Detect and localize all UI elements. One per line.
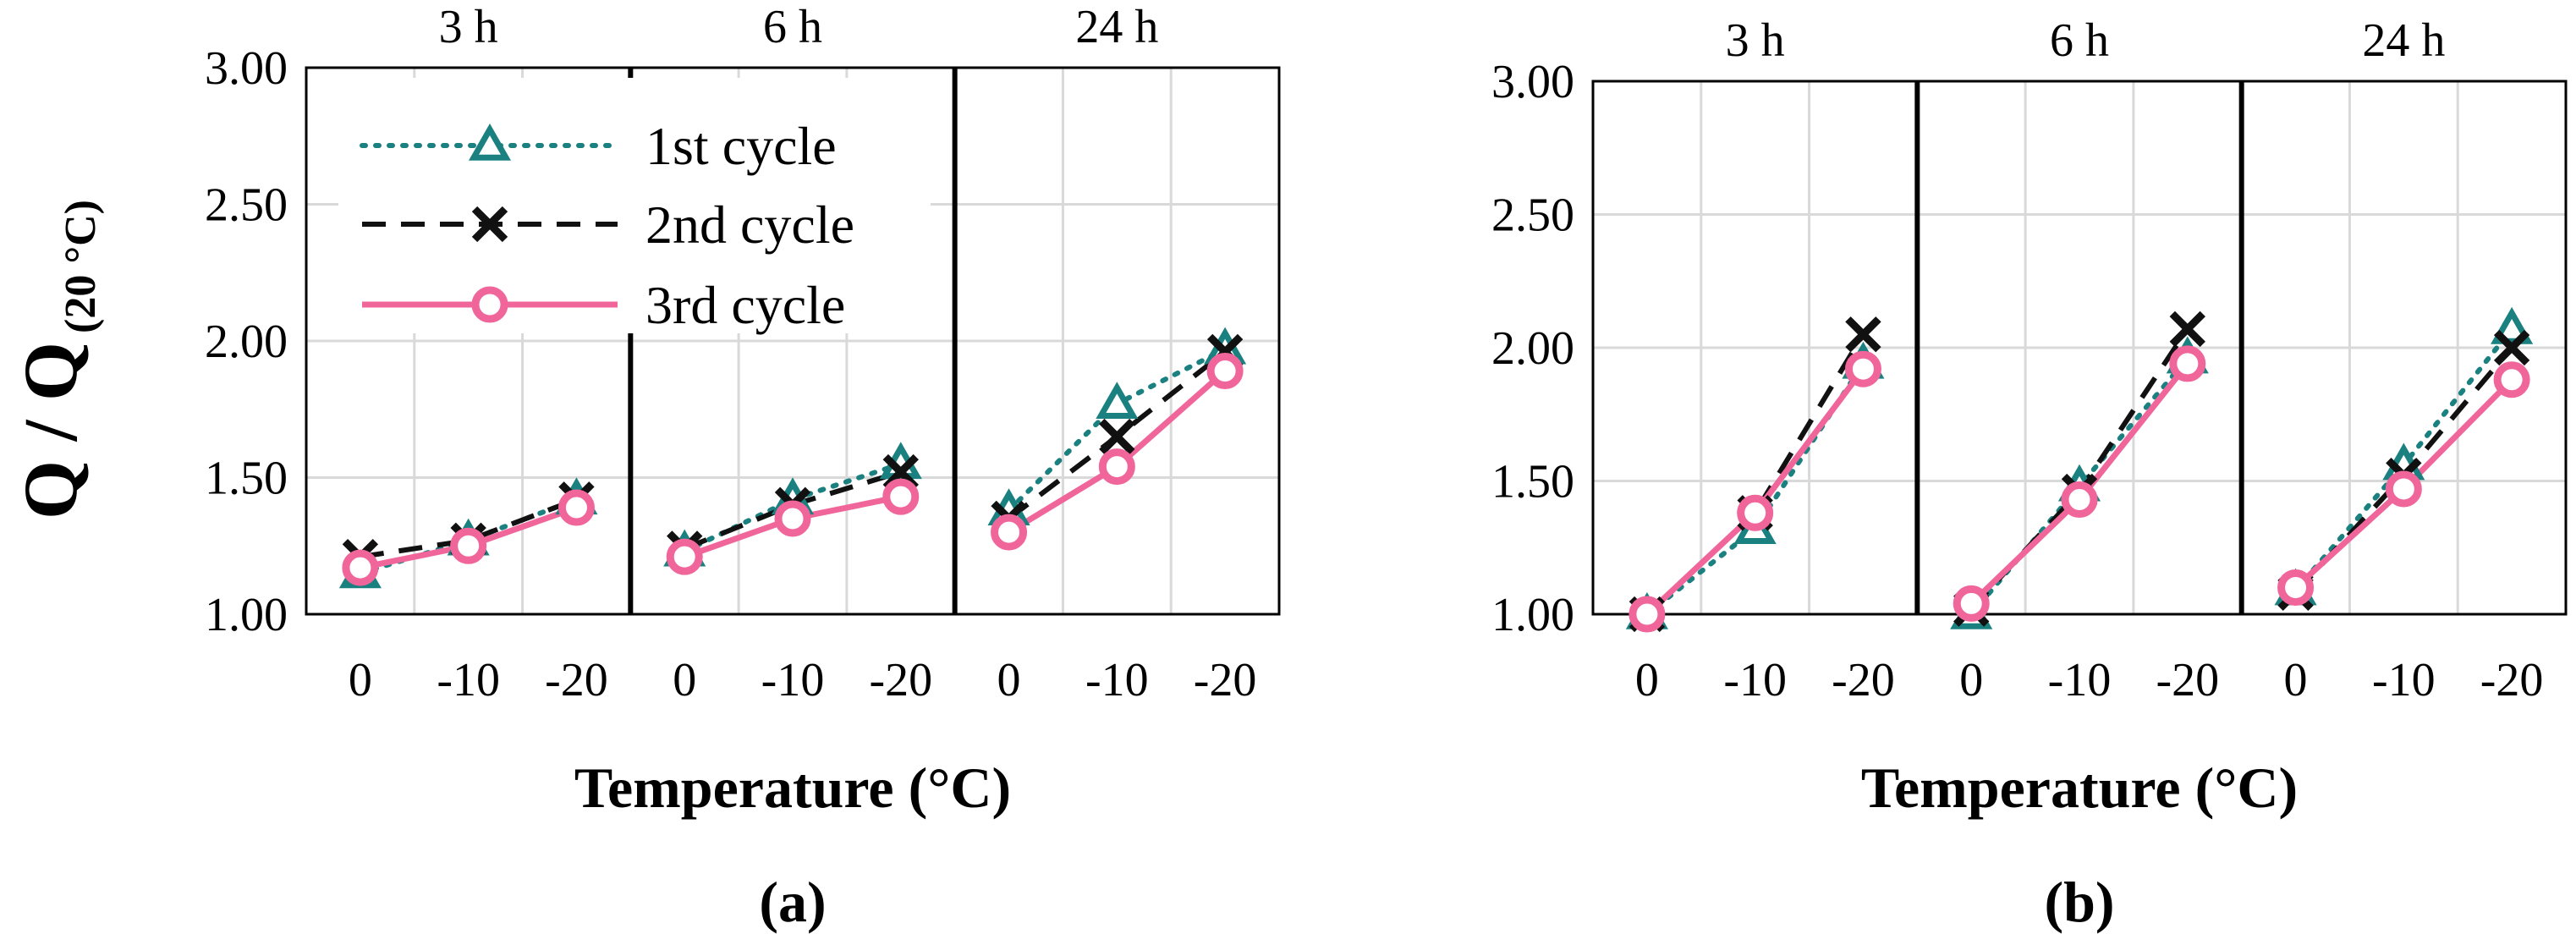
x-tick-label: -10 (761, 654, 825, 706)
plot-frame (305, 66, 1281, 616)
legend-marker-cycle1 (468, 123, 512, 161)
point-cycle3 (1737, 494, 1774, 531)
point-cycle3 (2061, 481, 2098, 519)
point-cycle3 (991, 514, 1028, 551)
series-cycle1-panel-2 (1006, 346, 1228, 514)
point-cycle1 (1096, 382, 1139, 420)
x-tick-label: 0 (1635, 654, 1659, 706)
point-cycle3 (342, 549, 379, 586)
x-tick-label: -20 (2480, 654, 2544, 706)
point-cycle3 (1206, 353, 1244, 390)
panel-header: 6 h (763, 1, 822, 53)
panel-caption: (a) (759, 870, 826, 934)
x-tick-label: 0 (673, 654, 696, 706)
point-cycle3 (1844, 350, 1881, 387)
panel-caption: (b) (2044, 870, 2114, 934)
point-cycle3 (1629, 596, 1666, 633)
point-cycle2 (1845, 316, 1881, 353)
point-cycle3 (557, 489, 595, 526)
x-axis-title: Temperature (°C) (1861, 755, 2298, 820)
legend-entry-cycle2: 2nd cycle (362, 195, 854, 255)
legend-marker-cycle2 (471, 206, 508, 243)
legend-label-cycle1: 1st cycle (645, 116, 837, 176)
point-cycle3 (666, 538, 703, 575)
chart-b: 1.00 1.50 2.00 2.50 3.00 3 h 0 -10 -20 6 h 0 -10 -20… (1491, 14, 2568, 934)
y-axis-label-main: Q / Q (9, 342, 93, 519)
panel-header: 24 h (2362, 14, 2445, 67)
legend-marker-cycle3 (471, 286, 508, 323)
y-tick-label: 2.50 (1491, 190, 1574, 242)
legend-entry-cycle3: 3rd cycle (362, 275, 845, 335)
gridlines (1591, 80, 2568, 616)
y-axis-label-subscript: (20 °C) (57, 200, 105, 333)
series-line-cycle1 (1006, 346, 1228, 514)
y-tick-label: 2.00 (1491, 322, 1574, 375)
y-axis-label: Q / Q (20 °C) (9, 200, 105, 519)
x-tick-label: -20 (2156, 654, 2219, 706)
x-tick-label: 0 (1959, 654, 1983, 706)
x-tick-label: -10 (2048, 654, 2112, 706)
y-tick-label: 1.50 (205, 453, 288, 505)
x-tick-label: 0 (349, 654, 372, 706)
point-cycle3 (2385, 470, 2422, 508)
y-tick-label: 1.00 (205, 589, 288, 641)
y-tick-label: 1.50 (1491, 456, 1574, 508)
y-tick-label: 2.00 (205, 316, 288, 368)
legend-label-cycle2: 2nd cycle (645, 195, 854, 255)
series-line-cycle3 (1645, 367, 1866, 617)
series-cycle3-panel-0 (1645, 367, 1866, 617)
point-cycle2 (1099, 418, 1135, 455)
series-cycle2-panel-0 (1645, 332, 1866, 617)
x-tick-label: -10 (1085, 654, 1149, 706)
point-cycle3 (2169, 345, 2206, 382)
x-tick-label: 0 (2284, 654, 2308, 706)
y-tick-label: 3.00 (205, 42, 288, 95)
panel-header: 6 h (2050, 14, 2109, 67)
point-cycle3 (1098, 448, 1135, 486)
panel-header: 24 h (1075, 1, 1158, 53)
legend-entry-cycle1: 1st cycle (360, 116, 837, 176)
x-tick-label: -20 (545, 654, 608, 706)
series-cycle1-panel-0 (1644, 360, 1866, 617)
y-tick-label: 3.00 (1491, 56, 1574, 108)
panel-header: 3 h (439, 1, 498, 53)
point-cycle3 (774, 500, 811, 537)
x-tick-label: -20 (869, 654, 932, 706)
legend-label-cycle3: 3rd cycle (645, 275, 845, 335)
series-line-cycle2 (1645, 332, 1866, 617)
chart-a: 1.00 1.50 2.00 2.50 3.00 3 h 0 -10 -20 6 h 0 -10 -20… (205, 1, 1281, 934)
panel-header: 3 h (1726, 14, 1785, 67)
point-cycle2 (2169, 310, 2205, 348)
point-cycle3 (2277, 569, 2315, 606)
point-cycle3 (450, 527, 487, 564)
plot-frame (1591, 80, 2568, 616)
point-cycle2 (2493, 329, 2530, 366)
series-line-cycle1 (1644, 360, 1866, 617)
x-tick-label: -20 (1194, 654, 1257, 706)
point-cycle3 (882, 478, 920, 515)
legend-background (338, 78, 931, 333)
x-tick-label: -10 (437, 654, 500, 706)
legend: 1st cycle 2nd cycle 3rd cycle (338, 78, 931, 335)
x-tick-label: -20 (1832, 654, 1895, 706)
x-axis-title: Temperature (°C) (574, 755, 1011, 820)
point-cycle3 (1953, 585, 1990, 622)
x-tick-label: -10 (1723, 654, 1787, 706)
y-tick-label: 2.50 (205, 179, 288, 232)
y-tick-label: 1.00 (1491, 589, 1574, 641)
x-tick-label: 0 (997, 654, 1021, 706)
point-cycle1 (2491, 306, 2534, 344)
point-cycle3 (2493, 361, 2530, 398)
x-tick-label: -10 (2372, 654, 2436, 706)
